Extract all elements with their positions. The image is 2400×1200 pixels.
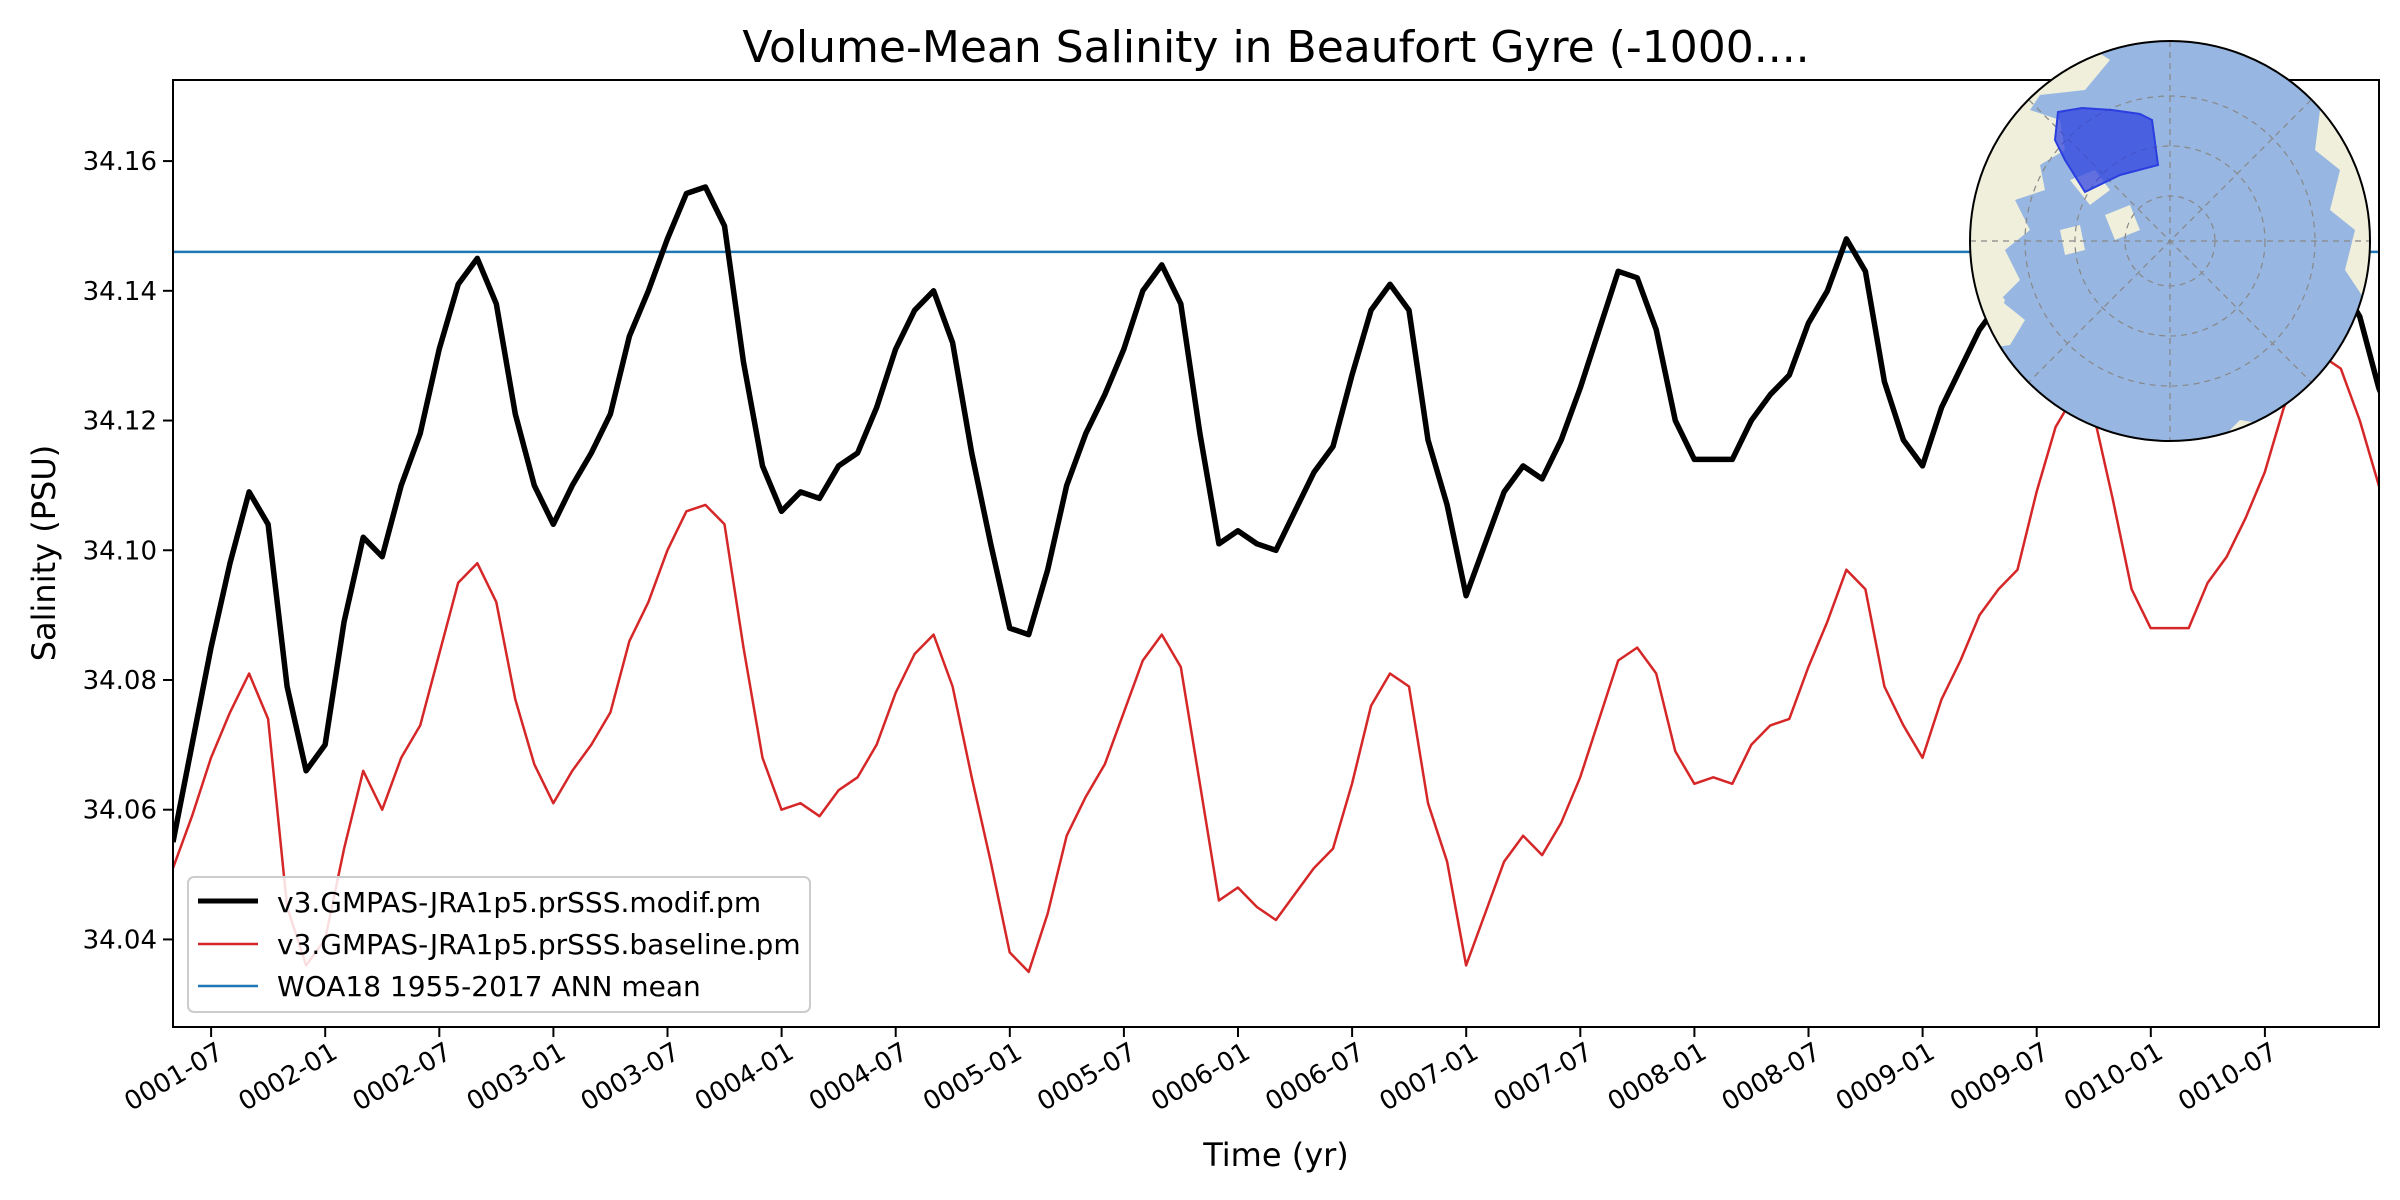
chart-title: Volume-Mean Salinity in Beaufort Gyre (-… [742,22,1809,73]
map-beaufort-region [2053,106,2160,194]
x-tick-label: 0007-01 [1375,1037,1484,1117]
map-border [1969,40,2371,442]
x-tick-label: 0004-07 [804,1037,913,1117]
x-tick-label: 0006-07 [1261,1037,1370,1117]
y-tick-label: 34.12 [83,407,157,437]
y-axis-label: Salinity (PSU) [25,445,63,662]
x-tick-label: 0009-07 [1945,1037,2054,1117]
x-tick-label: 0008-01 [1603,1037,1712,1117]
y-tick-label: 34.16 [83,147,157,177]
legend: v3.GMPAS-JRA1p5.prSSS.modif.pm v3.GMPAS-… [187,876,811,1013]
map-land-arctic-islands [2060,170,2140,255]
legend-label-baseline: v3.GMPAS-JRA1p5.prSSS.baseline.pm [277,928,801,961]
x-tick-label: 0006-01 [1146,1037,1255,1117]
y-tick-label: 34.06 [83,796,157,826]
legend-label-reference: WOA18 1955-2017 ANN mean [277,970,701,1003]
legend-label-modif: v3.GMPAS-JRA1p5.prSSS.modif.pm [277,886,761,919]
x-tick-label: 0010-01 [2059,1037,2168,1117]
x-tick-label: 0009-01 [1831,1037,1940,1117]
y-tick-label: 34.10 [83,536,157,566]
x-tick-label: 0004-01 [690,1037,799,1117]
x-tick-label: 0003-01 [462,1037,571,1117]
x-tick-label: 0002-07 [348,1037,457,1117]
plot-frame [172,79,2380,1028]
x-tick-label: 0005-01 [918,1037,1027,1117]
x-tick-label: 0008-07 [1717,1037,1826,1117]
x-axis-label: Time (yr) [1202,1136,1349,1174]
y-axis: 34.04 34.06 34.08 34.10 34.12 34.14 34.16 [83,147,173,955]
y-tick-label: 34.04 [83,925,157,955]
x-tick-label: 0003-07 [576,1037,685,1117]
x-tick-label: 0005-07 [1032,1037,1141,1117]
x-tick-label: 0002-01 [234,1037,343,1117]
legend-box [187,876,811,1013]
x-tick-label: 0010-07 [2173,1037,2282,1117]
x-axis: 0001-07 0002-01 0002-07 0003-01 0003-07 0004-… [120,1027,2282,1117]
y-tick-label: 34.08 [83,666,157,696]
y-tick-label: 34.14 [83,277,157,307]
x-tick-label: 0001-07 [120,1037,229,1117]
x-tick-label: 0007-07 [1489,1037,1598,1117]
